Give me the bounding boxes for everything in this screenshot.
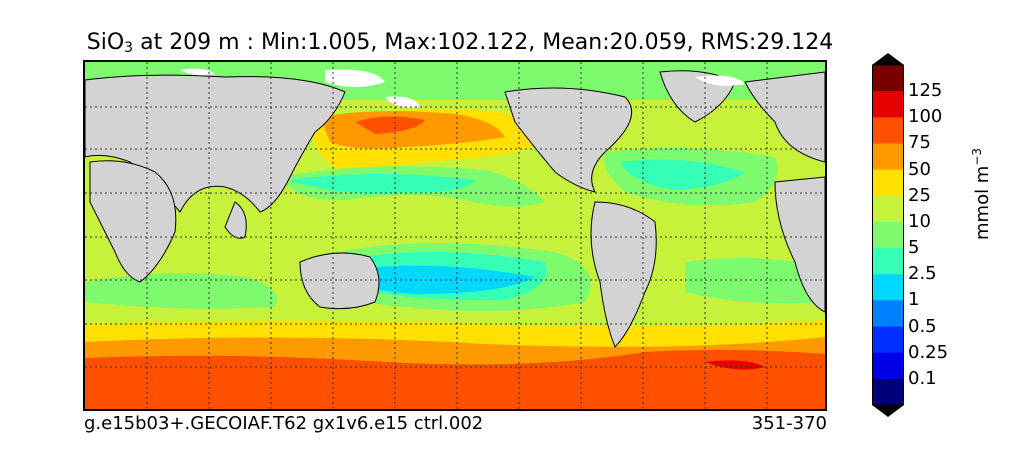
colorbar-segment <box>872 65 904 92</box>
map-title: SiO3 at 209 m : Min:1.005, Max:102.122, … <box>86 30 834 56</box>
colorbar-segment <box>872 274 904 301</box>
colorbar-tick-label: 50 <box>908 158 931 180</box>
colorbar-border <box>872 64 904 406</box>
north-america <box>504 87 633 193</box>
colorbar-segment <box>872 248 904 275</box>
africa-east <box>774 176 825 313</box>
colorbar-tick-label: 0.5 <box>908 315 937 337</box>
colorbar-tick-label: 75 <box>908 132 931 154</box>
map-svg <box>85 62 825 409</box>
colorbar-tick-label: 10 <box>908 210 931 232</box>
colorbar-tick-label: 125 <box>908 80 943 102</box>
units-label: mmol m−3 <box>970 147 993 240</box>
ice-patch <box>385 96 420 108</box>
landmasses <box>85 70 825 348</box>
colorbar-tick-label: 25 <box>908 184 931 206</box>
satl-green <box>685 258 825 304</box>
australia <box>299 252 380 310</box>
ocean-map <box>83 60 827 411</box>
colorbar-tick-label: 100 <box>908 106 943 128</box>
ice-patch <box>325 69 385 87</box>
india <box>224 201 247 239</box>
ice-patch <box>180 68 215 76</box>
colorbar-max-arrow <box>872 53 904 65</box>
south-america <box>590 201 657 348</box>
colorbar-segment <box>872 378 904 406</box>
colorbar-segment <box>872 221 904 249</box>
colorbar-tick-label: 2.5 <box>908 263 937 285</box>
sind-green <box>85 273 277 309</box>
colorbar-segment <box>872 91 904 118</box>
colorbar-segment <box>872 326 904 354</box>
colorbar <box>872 53 904 417</box>
colorbar-segment <box>872 352 904 380</box>
colorbar-tick-label: 0.1 <box>908 367 937 389</box>
so-red <box>85 349 825 409</box>
colorbar-segment <box>872 169 904 197</box>
colorbar-tick-label: 0.25 <box>908 341 949 363</box>
npac-red <box>355 116 425 134</box>
colorbar-segment <box>872 117 904 144</box>
natl-cyan <box>620 159 745 190</box>
colorbar-tick-label: 5 <box>908 237 920 259</box>
colorbar-segment <box>872 195 904 223</box>
europe <box>744 71 825 163</box>
colorbar-segment <box>872 300 904 328</box>
colorbar-min-arrow <box>872 405 904 417</box>
colorbar-tick-label: 1 <box>908 289 920 311</box>
spac-blue <box>340 265 535 294</box>
sea-ice <box>180 68 745 108</box>
colorbar-segment <box>872 143 904 171</box>
year-range: 351-370 <box>751 413 827 434</box>
ice-patch <box>695 75 745 86</box>
npac-cyan <box>290 174 475 194</box>
graticule <box>85 62 825 409</box>
run-name: g.e15b03+.GECOIAF.T62 gx1v6.e15 ctrl.002 <box>84 413 484 434</box>
